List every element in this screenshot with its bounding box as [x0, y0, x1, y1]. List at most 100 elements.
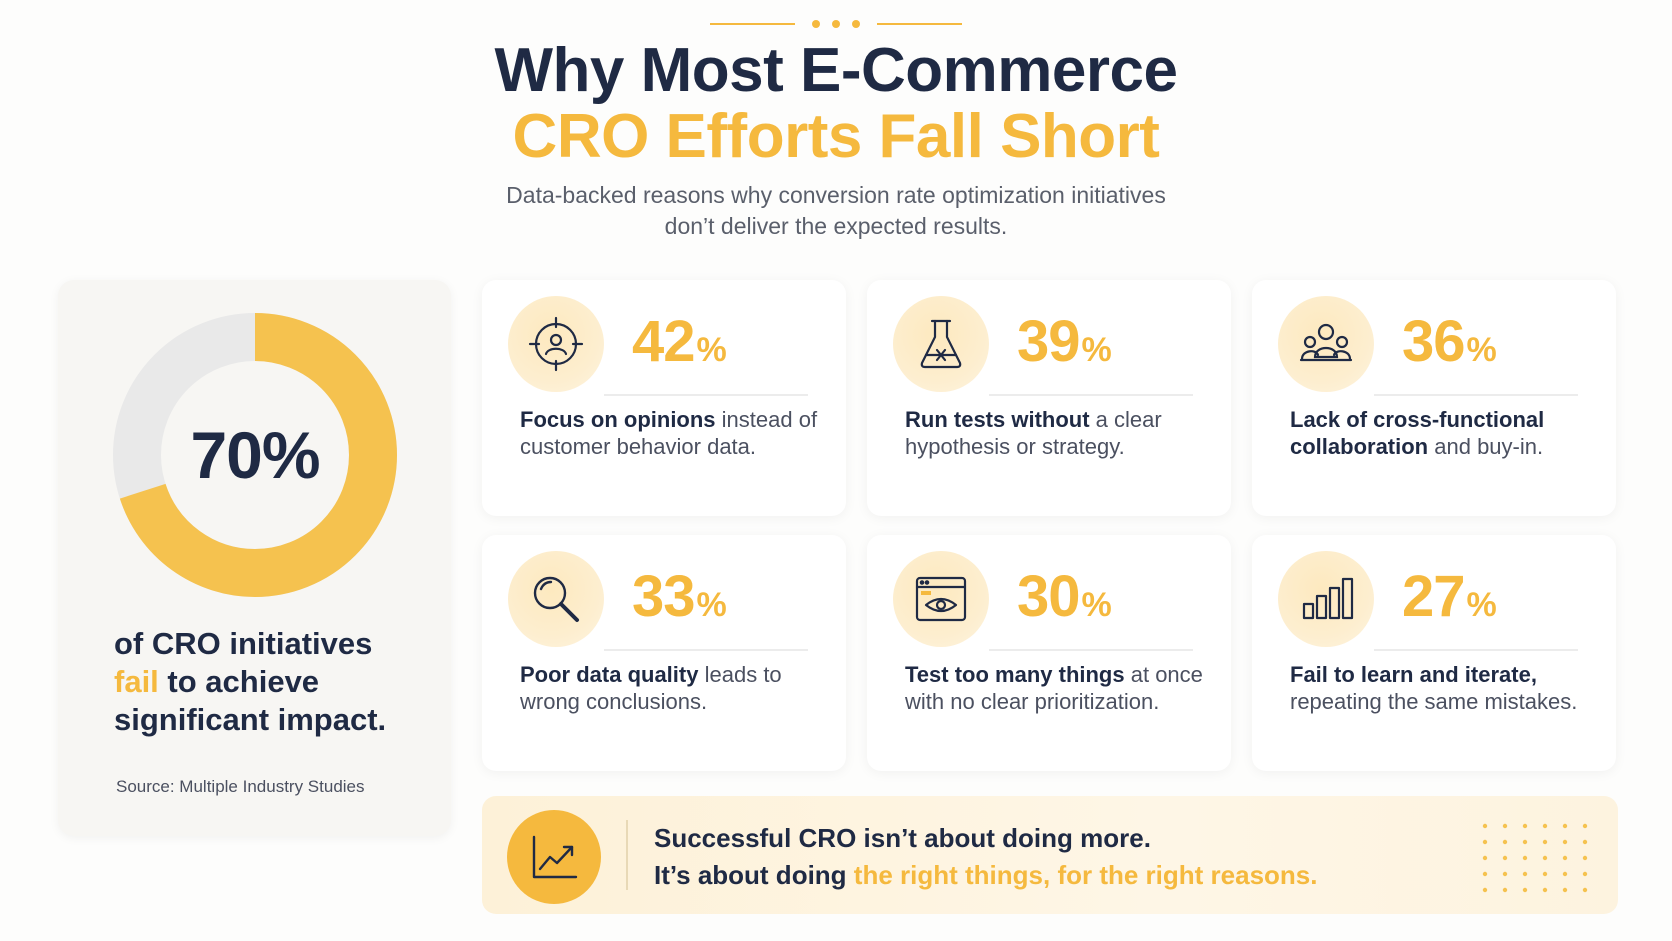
stat-unit: % — [1466, 331, 1497, 369]
decorative-dot — [1542, 839, 1548, 845]
decorative-dot-grid — [1482, 823, 1588, 893]
icon-badge — [508, 296, 604, 392]
team-icon — [1299, 323, 1353, 362]
stat-bold-text: Focus on opinions — [520, 407, 716, 432]
decorative-dot — [1502, 855, 1508, 861]
decorative-dot — [1502, 887, 1508, 893]
stat-description: Poor data quality leads to wrong conclus… — [520, 661, 830, 715]
decorative-dot — [1542, 871, 1548, 877]
stat-card-too-many-tests: 30% Test too many things at once with no… — [867, 535, 1231, 771]
stat-bold-text: Lack of cross-functional collaboration — [1290, 407, 1545, 459]
banner-line-1: Successful CRO isn’t about doing more. — [654, 823, 1151, 853]
icon-badge — [893, 296, 989, 392]
stat-number: 33 — [632, 564, 696, 629]
stat-bold-text: Test too many things — [905, 662, 1125, 687]
stat-description: Test too many things at once with no cle… — [905, 661, 1215, 715]
icon-badge — [893, 551, 989, 647]
stat-value: 42% — [632, 309, 727, 380]
highlight-card: 70% of CRO initiatives fail to achieve s… — [58, 280, 451, 836]
stat-value: 27% — [1402, 564, 1497, 635]
donut-arc — [113, 313, 397, 597]
stat-divider — [989, 649, 1193, 651]
stat-divider — [1374, 394, 1578, 396]
banner-divider — [626, 820, 628, 890]
icon-badge — [1278, 296, 1374, 392]
stat-description: Run tests without a clear hypothesis or … — [905, 406, 1215, 460]
stat-value: 33% — [632, 564, 727, 635]
banner-line-2: It’s about doing the right things, for t… — [654, 857, 1317, 894]
statement-line-1: of CRO initiatives — [114, 626, 373, 661]
trend-chart-icon — [532, 835, 578, 879]
stat-bold-text: Fail to learn and iterate, — [1290, 662, 1537, 687]
stat-card-opinions: 42% Focus on opinions instead of custome… — [482, 280, 846, 516]
stat-number: 42 — [632, 309, 696, 374]
decorative-dot — [1502, 823, 1508, 829]
stat-rest-text: leads to wrong conclusions. — [520, 662, 782, 714]
decorative-dot — [1522, 887, 1528, 893]
donut-chart — [113, 313, 397, 597]
stat-number: 36 — [1402, 309, 1466, 374]
stat-description: Fail to learn and iterate, repeating the… — [1290, 661, 1600, 715]
decorative-dot — [1482, 855, 1488, 861]
decorative-dot — [1562, 823, 1568, 829]
subtitle-line-1: Data-backed reasons why conversion rate … — [506, 182, 1166, 208]
stat-number: 39 — [1017, 309, 1081, 374]
statement-line-2-rest: to achieve — [167, 664, 320, 699]
banner-line-2-prefix: It’s about doing — [654, 860, 847, 890]
stat-unit: % — [1466, 586, 1497, 624]
stat-rest-text: at once with no clear prioritization. — [905, 662, 1203, 714]
decorative-dot — [1482, 887, 1488, 893]
page-title: Why Most E-Commerce CRO Efforts Fall Sho… — [0, 38, 1672, 170]
stat-value: 30% — [1017, 564, 1112, 635]
flask-icon — [920, 319, 962, 369]
banner-line-2-highlight: the right things, for the right reasons. — [853, 860, 1318, 890]
highlight-statement: of CRO initiatives fail to achieve signi… — [114, 625, 434, 739]
stat-unit: % — [1081, 331, 1112, 369]
stat-unit: % — [1081, 586, 1112, 624]
stat-number: 30 — [1017, 564, 1081, 629]
stat-number: 27 — [1402, 564, 1466, 629]
decorative-dot — [1562, 887, 1568, 893]
statement-fail-word: fail — [114, 664, 159, 699]
decorative-dot — [1582, 839, 1588, 845]
decorative-dot — [1582, 855, 1588, 861]
takeaway-banner: Successful CRO isn’t about doing more. I… — [482, 796, 1618, 914]
decorative-dot — [1582, 823, 1588, 829]
header-ornament — [710, 20, 962, 28]
statement-line-2: fail to achieve — [114, 663, 434, 701]
bar-chart-icon — [1302, 577, 1354, 620]
stat-description: Focus on opinions instead of customer be… — [520, 406, 830, 460]
decorative-dot — [1482, 823, 1488, 829]
decorative-dot — [1582, 871, 1588, 877]
stat-card-collaboration: 36% Lack of cross-functional collaborati… — [1252, 280, 1616, 516]
stat-divider — [604, 394, 808, 396]
stat-card-iterate: 27% Fail to learn and iterate, repeating… — [1252, 535, 1616, 771]
subtitle-line-2: don’t deliver the expected results. — [664, 213, 1008, 239]
decorative-dot — [1482, 839, 1488, 845]
icon-badge — [1278, 551, 1374, 647]
decorative-dot — [1522, 823, 1528, 829]
target-person-icon — [528, 316, 584, 372]
stat-card-hypothesis: 39% Run tests without a clear hypothesis… — [867, 280, 1231, 516]
source-note: Source: Multiple Industry Studies — [116, 777, 365, 796]
stat-description: Lack of cross-functional collaboration a… — [1290, 406, 1600, 460]
banner-icon-badge — [507, 810, 601, 904]
title-line-2: CRO Efforts Fall Short — [512, 102, 1160, 171]
donut-percent-label: 70% — [190, 418, 320, 492]
stat-bold-text: Run tests without — [905, 407, 1090, 432]
decorative-dot — [1562, 871, 1568, 877]
decorative-dot — [1502, 871, 1508, 877]
stat-rest-text: a clear hypothesis or strategy. — [905, 407, 1162, 459]
decorative-dot — [1522, 871, 1528, 877]
decorative-dot — [1562, 855, 1568, 861]
banner-message: Successful CRO isn’t about doing more. I… — [654, 820, 1317, 894]
decorative-dot — [1522, 839, 1528, 845]
stat-unit: % — [696, 331, 727, 369]
stat-bold-text: Poor data quality — [520, 662, 699, 687]
decorative-dot — [1482, 871, 1488, 877]
decorative-dot — [1582, 887, 1588, 893]
browser-eye-icon — [915, 576, 967, 622]
title-line-1: Why Most E-Commerce — [494, 36, 1178, 105]
stat-rest-text: repeating the same mistakes. — [1290, 689, 1578, 714]
icon-badge — [508, 551, 604, 647]
